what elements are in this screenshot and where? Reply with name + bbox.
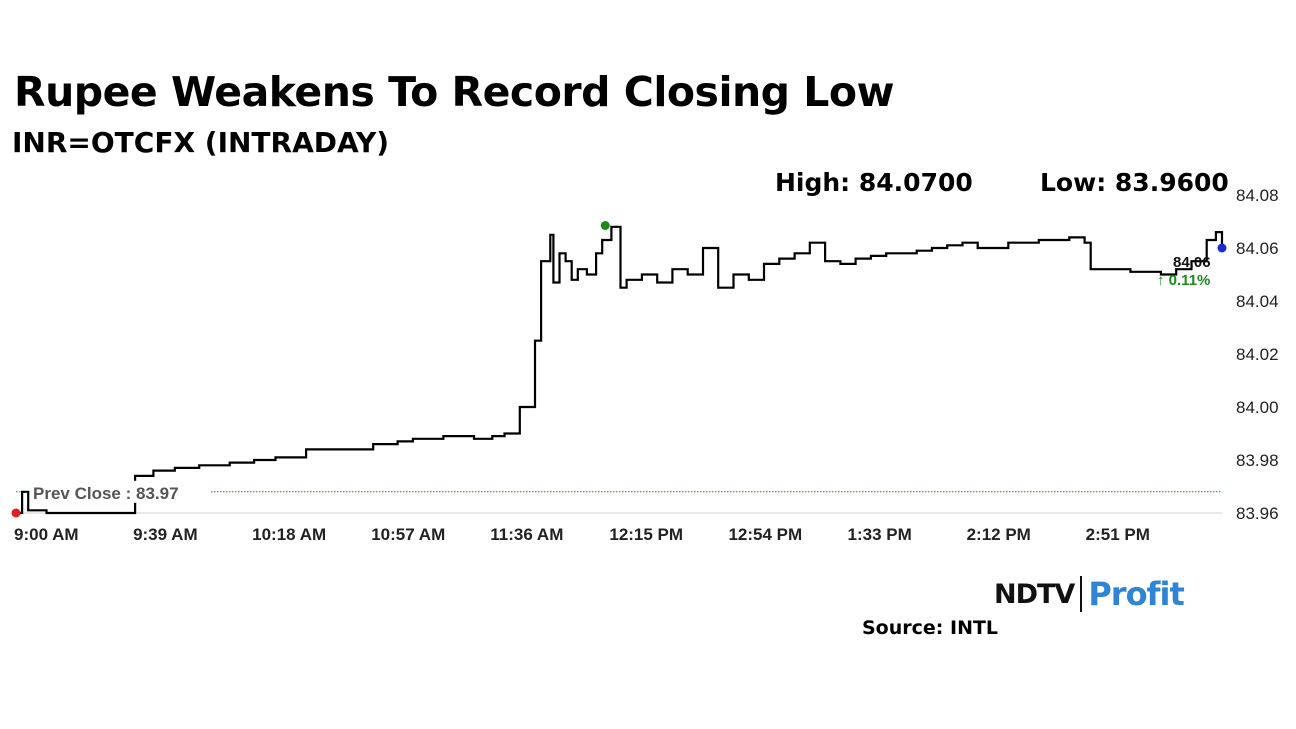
ndtv-profit-logo: NDTV Profit [994,574,1185,614]
prev-close-label-bg [30,480,210,503]
last-change-label: ↑ 0.11% [1157,272,1210,289]
x-tick-label: 1:33 PM [848,525,912,544]
low-value-label: Low: 83.9600 [1040,168,1229,197]
x-tick-label: 12:15 PM [609,525,683,544]
start-point-marker [11,508,21,518]
y-tick-label: 84.00 [1236,398,1279,417]
x-tick-label: 10:57 AM [371,525,445,544]
x-tick-label: 12:54 PM [728,525,802,544]
last-value-label: 84.06 [1173,254,1211,271]
source-label: Source: INTL [862,617,999,639]
chart-title: Rupee Weakens To Record Closing Low [14,68,894,116]
y-tick-label: 83.98 [1236,451,1279,470]
x-tick-label: 9:00 AM [14,525,79,544]
high-point-marker [600,221,610,230]
x-tick-label: 10:18 AM [252,525,326,544]
y-tick-label: 84.06 [1236,239,1279,258]
y-tick-label: 83.96 [1236,504,1279,523]
logo-ndtv-text: NDTV [994,578,1075,610]
y-tick-label: 84.04 [1236,292,1279,311]
logo-separator [1080,576,1083,612]
y-tick-label: 84.02 [1236,345,1279,364]
last-point-marker [1217,243,1227,253]
logo-profit-text: Profit [1088,575,1184,613]
x-tick-label: 9:39 AM [133,525,198,544]
price-series-line [16,225,1224,515]
prev-close-label: Prev Close : 83.97 [33,484,179,503]
x-tick-label: 2:51 PM [1086,525,1150,544]
x-tick-label: 2:12 PM [967,525,1031,544]
y-tick-label: 84.08 [1236,186,1279,205]
x-tick-label: 11:36 AM [490,525,563,544]
high-value-label: High: 84.0700 [775,168,973,197]
chart-subtitle: INR=OTCFX (INTRADAY) [12,126,390,159]
